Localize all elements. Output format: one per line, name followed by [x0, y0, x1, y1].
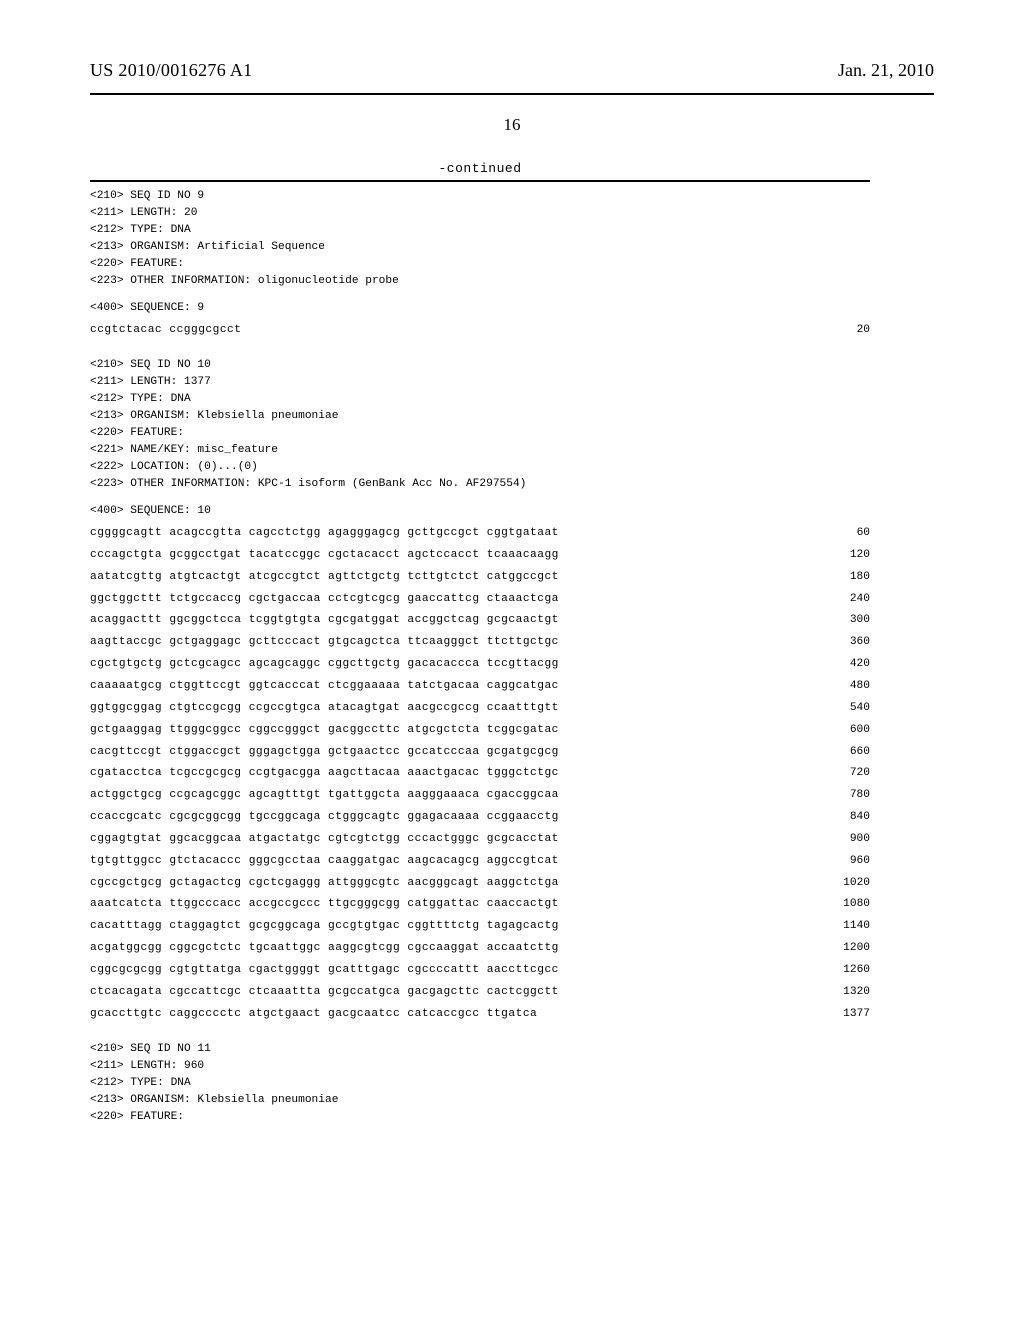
sequence-text: cacatttagg ctaggagtct gcgcggcaga gccgtgt…: [90, 916, 559, 938]
sequence-text: acgatggcgg cggcgctctc tgcaattggc aaggcgt…: [90, 938, 559, 960]
sequence-line: ccaccgcatc cgcgcggcgg tgccggcaga ctgggca…: [90, 807, 870, 829]
sequence-line: cacgttccgt ctggaccgct gggagctgga gctgaac…: [90, 742, 870, 764]
sequence-text: cgccgctgcg gctagactcg cgctcgaggg attgggc…: [90, 873, 559, 895]
sequence-position: 840: [820, 807, 870, 829]
sequence-line: tgtgttggcc gtctacaccc gggcgcctaa caaggat…: [90, 851, 870, 873]
sequence-line: cggcgcgcgg cgtgttatga cgactggggt gcatttg…: [90, 960, 870, 982]
sequence-line: ctcacagata cgccattcgc ctcaaattta gcgccat…: [90, 982, 870, 1004]
sequence-text: cggagtgtat ggcacggcaa atgactatgc cgtcgtc…: [90, 829, 559, 851]
sequence-text: actggctgcg ccgcagcggc agcagtttgt tgattgg…: [90, 785, 559, 807]
sequence-text: ccaccgcatc cgcgcggcgg tgccggcaga ctgggca…: [90, 807, 559, 829]
sequence-position: 1140: [813, 916, 870, 938]
sequence-position: 1320: [813, 982, 870, 1004]
sequence-line: aaatcatcta ttggcccacc accgccgccc ttgcggg…: [90, 894, 870, 916]
publication-number: US 2010/0016276 A1: [90, 60, 252, 81]
sequence-text: aatatcgttg atgtcactgt atcgccgtct agttctg…: [90, 567, 559, 589]
sequence-line: ggtggcggag ctgtccgcgg ccgccgtgca atacagt…: [90, 698, 870, 720]
sequence-line: acgatggcgg cggcgctctc tgcaattggc aaggcgt…: [90, 938, 870, 960]
sequence-line: gcaccttgtc caggcccctc atgctgaact gacgcaa…: [90, 1004, 870, 1026]
header-divider: [90, 93, 934, 95]
sequence-position: 1020: [813, 873, 870, 895]
sequence-line: actggctgcg ccgcagcggc agcagtttgt tgattgg…: [90, 785, 870, 807]
rule-top: [90, 180, 870, 182]
sequence-text: ccgtctacac ccgggcgcct: [90, 320, 242, 342]
sequence-text: cacgttccgt ctggaccgct gggagctgga gctgaac…: [90, 742, 559, 764]
page-number: 16: [90, 115, 934, 135]
sequence-text: cgctgtgctg gctcgcagcc agcagcaggc cggcttg…: [90, 654, 559, 676]
sequence-position: 900: [820, 829, 870, 851]
sequence-position: 60: [820, 523, 870, 545]
seq-9-header: <210> SEQ ID NO 9 <211> LENGTH: 20 <212>…: [90, 188, 870, 290]
sequence-position: 1260: [813, 960, 870, 982]
seq-10-sequence-label: <400> SEQUENCE: 10: [90, 503, 870, 520]
sequence-position: 360: [820, 632, 870, 654]
sequence-position: 300: [820, 610, 870, 632]
sequence-line: cgatacctca tcgccgcgcg ccgtgacgga aagctta…: [90, 763, 870, 785]
sequence-line: cggagtgtat ggcacggcaa atgactatgc cgtcgtc…: [90, 829, 870, 851]
sequence-line: cggggcagtt acagccgtta cagcctctgg agaggga…: [90, 523, 870, 545]
sequence-line: aatatcgttg atgtcactgt atcgccgtct agttctg…: [90, 567, 870, 589]
sequence-line: ggctggcttt tctgccaccg cgctgaccaa cctcgtc…: [90, 589, 870, 611]
sequence-text: ggctggcttt tctgccaccg cgctgaccaa cctcgtc…: [90, 589, 559, 611]
sequence-listing: -continued <210> SEQ ID NO 9 <211> LENGT…: [90, 161, 870, 1126]
sequence-position: 660: [820, 742, 870, 764]
sequence-line: cacatttagg ctaggagtct gcgcggcaga gccgtgt…: [90, 916, 870, 938]
sequence-text: aagttaccgc gctgaggagc gcttcccact gtgcagc…: [90, 632, 559, 654]
sequence-position: 960: [820, 851, 870, 873]
sequence-text: caaaaatgcg ctggttccgt ggtcacccat ctcggaa…: [90, 676, 559, 698]
sequence-position: 720: [820, 763, 870, 785]
seq-9-lines: ccgtctacac ccgggcgcct 20: [90, 320, 870, 342]
page-header: US 2010/0016276 A1 Jan. 21, 2010: [90, 60, 934, 81]
sequence-text: cggcgcgcgg cgtgttatga cgactggggt gcatttg…: [90, 960, 559, 982]
sequence-position: 1377: [813, 1004, 870, 1026]
sequence-text: gctgaaggag ttgggcggcc cggccgggct gacggcc…: [90, 720, 559, 742]
seq-10-header: <210> SEQ ID NO 10 <211> LENGTH: 1377 <2…: [90, 357, 870, 493]
seq-9-sequence-label: <400> SEQUENCE: 9: [90, 300, 870, 317]
sequence-position: 540: [820, 698, 870, 720]
sequence-position: 120: [820, 545, 870, 567]
sequence-position: 180: [820, 567, 870, 589]
sequence-position: 480: [820, 676, 870, 698]
sequence-position: 1080: [813, 894, 870, 916]
sequence-line: cgccgctgcg gctagactcg cgctcgaggg attgggc…: [90, 873, 870, 895]
sequence-line: caaaaatgcg ctggttccgt ggtcacccat ctcggaa…: [90, 676, 870, 698]
continued-label: -continued: [90, 161, 870, 176]
sequence-line: acaggacttt ggcggctcca tcggtgtgta cgcgatg…: [90, 610, 870, 632]
sequence-text: ctcacagata cgccattcgc ctcaaattta gcgccat…: [90, 982, 559, 1004]
sequence-text: cgatacctca tcgccgcgcg ccgtgacgga aagctta…: [90, 763, 559, 785]
sequence-line: cccagctgta gcggcctgat tacatccggc cgctaca…: [90, 545, 870, 567]
publication-date: Jan. 21, 2010: [838, 60, 934, 81]
sequence-text: cccagctgta gcggcctgat tacatccggc cgctaca…: [90, 545, 559, 567]
sequence-text: tgtgttggcc gtctacaccc gggcgcctaa caaggat…: [90, 851, 559, 873]
sequence-text: acaggacttt ggcggctcca tcggtgtgta cgcgatg…: [90, 610, 559, 632]
sequence-position: 780: [820, 785, 870, 807]
sequence-line: gctgaaggag ttgggcggcc cggccgggct gacggcc…: [90, 720, 870, 742]
sequence-text: ggtggcggag ctgtccgcgg ccgccgtgca atacagt…: [90, 698, 559, 720]
sequence-text: gcaccttgtc caggcccctc atgctgaact gacgcaa…: [90, 1004, 537, 1026]
seq-11-header: <210> SEQ ID NO 11 <211> LENGTH: 960 <21…: [90, 1041, 870, 1126]
sequence-position: 1200: [813, 938, 870, 960]
sequence-position: 240: [820, 589, 870, 611]
sequence-position: 420: [820, 654, 870, 676]
sequence-text: cggggcagtt acagccgtta cagcctctgg agaggga…: [90, 523, 559, 545]
sequence-line: cgctgtgctg gctcgcagcc agcagcaggc cggcttg…: [90, 654, 870, 676]
sequence-position: 20: [820, 320, 870, 342]
seq-10-lines: cggggcagtt acagccgtta cagcctctgg agaggga…: [90, 523, 870, 1025]
sequence-position: 600: [820, 720, 870, 742]
sequence-line: aagttaccgc gctgaggagc gcttcccact gtgcagc…: [90, 632, 870, 654]
page-container: US 2010/0016276 A1 Jan. 21, 2010 16 -con…: [0, 0, 1024, 1176]
sequence-line: ccgtctacac ccgggcgcct 20: [90, 320, 870, 342]
sequence-text: aaatcatcta ttggcccacc accgccgccc ttgcggg…: [90, 894, 559, 916]
